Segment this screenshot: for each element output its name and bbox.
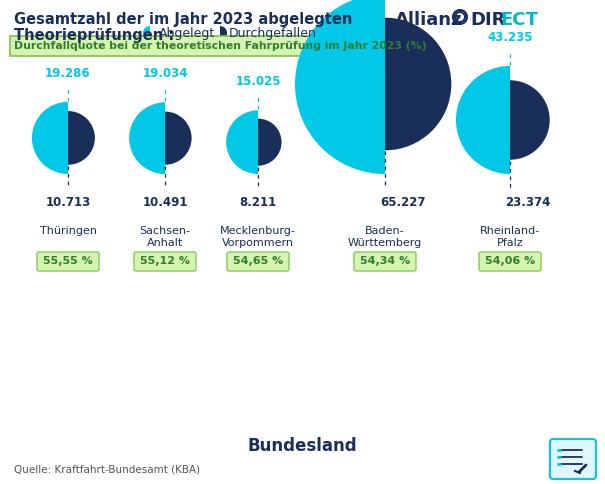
Text: 10.491: 10.491 <box>142 196 188 209</box>
FancyBboxPatch shape <box>10 36 378 56</box>
Wedge shape <box>143 26 150 40</box>
Wedge shape <box>295 0 385 174</box>
Text: 65.227: 65.227 <box>381 196 426 209</box>
Text: 19.034: 19.034 <box>142 67 188 80</box>
Text: Mecklenburg-
Vorpommern: Mecklenburg- Vorpommern <box>220 226 296 248</box>
Wedge shape <box>129 102 165 174</box>
Text: 55,12 %: 55,12 % <box>140 257 190 267</box>
Text: Thüringen: Thüringen <box>39 226 97 236</box>
Text: 54,65 %: 54,65 % <box>233 257 283 267</box>
Text: Quelle: Kraftfahrt-Bundesamt (KBA): Quelle: Kraftfahrt-Bundesamt (KBA) <box>14 464 200 474</box>
FancyBboxPatch shape <box>227 252 289 271</box>
Text: 54,06 %: 54,06 % <box>485 257 535 267</box>
FancyBboxPatch shape <box>550 439 596 479</box>
Wedge shape <box>220 26 227 40</box>
Wedge shape <box>226 110 258 174</box>
Text: Bundesland: Bundesland <box>247 437 357 455</box>
Text: 10.713: 10.713 <box>45 196 91 209</box>
Text: Abgelegt: Abgelegt <box>159 27 215 40</box>
Wedge shape <box>456 66 510 174</box>
Text: Sachsen-
Anhalt: Sachsen- Anhalt <box>140 226 191 248</box>
FancyBboxPatch shape <box>479 252 541 271</box>
Wedge shape <box>165 111 192 165</box>
Text: DIR: DIR <box>470 11 505 29</box>
FancyBboxPatch shape <box>134 252 196 271</box>
Text: 23.374: 23.374 <box>505 196 551 209</box>
Wedge shape <box>510 80 550 160</box>
FancyBboxPatch shape <box>354 252 416 271</box>
Text: 43.235: 43.235 <box>487 31 533 44</box>
Wedge shape <box>385 17 451 151</box>
Text: 55,55 %: 55,55 % <box>43 257 93 267</box>
Text: 8.211: 8.211 <box>240 196 276 209</box>
Text: Durchgefallen: Durchgefallen <box>229 27 317 40</box>
Wedge shape <box>68 111 95 165</box>
Text: 15.025: 15.025 <box>235 76 281 88</box>
Text: Rheinland-
Pfalz: Rheinland- Pfalz <box>480 226 540 248</box>
Text: ECT: ECT <box>500 11 538 29</box>
Text: 54,34 %: 54,34 % <box>360 257 410 267</box>
FancyBboxPatch shape <box>37 252 99 271</box>
Text: Theorieprüfungen :: Theorieprüfungen : <box>14 28 174 43</box>
Wedge shape <box>258 119 281 166</box>
Text: Gesamtzahl der im Jahr 2023 abgelegten: Gesamtzahl der im Jahr 2023 abgelegten <box>14 12 352 27</box>
Wedge shape <box>32 102 68 174</box>
Text: Allianz: Allianz <box>395 11 462 29</box>
Text: Durchfallquote bei der theoretischen Fahrprüfung im Jahr 2023 (%): Durchfallquote bei der theoretischen Fah… <box>14 41 427 51</box>
Text: Baden-
Württemberg: Baden- Württemberg <box>348 226 422 248</box>
Text: 19.286: 19.286 <box>45 67 91 80</box>
